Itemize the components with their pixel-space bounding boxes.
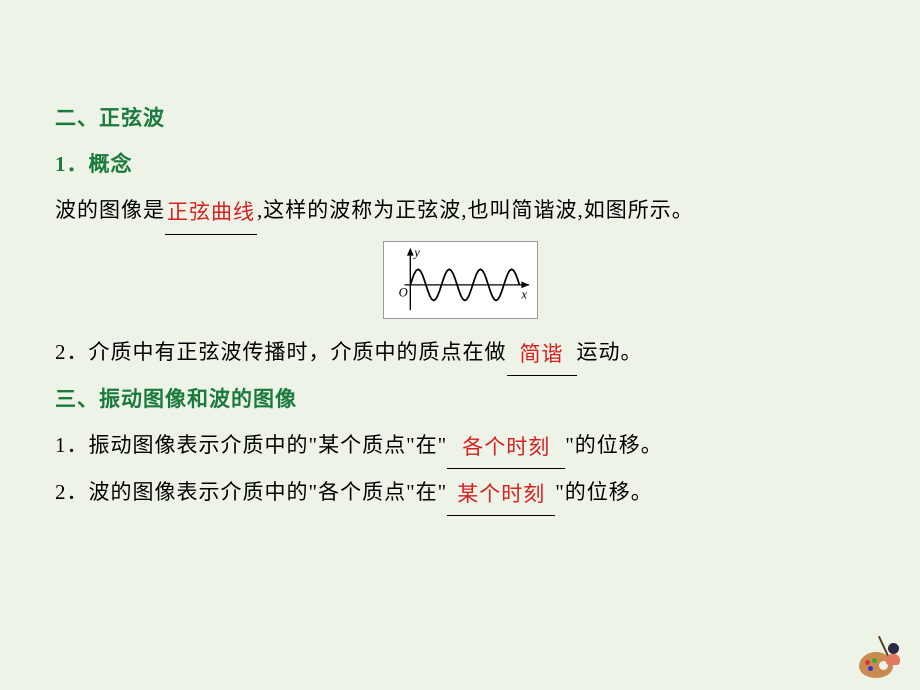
figure-body [886,654,900,665]
blank-sine-curve: 正弦曲线 [165,187,257,234]
figure-head [888,643,899,654]
blank-shm: 简谐 [507,329,577,376]
text-fragment: "的位移。 [555,480,653,504]
child-figure [884,643,902,665]
section-3-line-1: 1．振动图像表示介质中的"某个质点"在" 各个时刻 "的位移。 [55,422,865,469]
section-3-line-2: 2．波的图像表示介质中的"各个质点"在" 某个时刻 "的位移。 [55,469,865,516]
blank-certain-moment: 某个时刻 [447,469,555,516]
answer-certain-moment: 某个时刻 [457,482,545,506]
palette-dot [872,658,877,663]
answer-each-moment: 各个时刻 [462,435,550,459]
text-fragment: 运动。 [577,340,643,364]
text-fragment: 2．介质中有正弦波传播时，介质中的质点在做 [55,340,507,364]
x-label: x [520,287,527,301]
figure-bg [384,242,535,318]
section-2-sub1: 1．概念 [55,141,865,187]
palette-dot [868,666,873,671]
sine-wave-figure: y O x [383,241,538,319]
answer-sine-curve: 正弦曲线 [167,200,255,224]
blank-each-moment: 各个时刻 [447,422,565,469]
y-label: y [412,245,420,259]
section-2-line-2: 2．介质中有正弦波传播时，介质中的质点在做简谐运动。 [55,329,865,376]
text-fragment: ,这样的波称为正弦波,也叫简谐波,如图所示。 [257,198,694,222]
text-fragment: "的位移。 [565,433,663,457]
section-3-heading: 三、振动图像和波的图像 [55,376,865,422]
text-fragment: 2．波的图像表示介质中的"各个质点"在" [55,480,447,504]
section-2-line-1: 波的图像是正弦曲线,这样的波称为正弦波,也叫简谐波,如图所示。 [55,187,865,234]
corner-decoration [856,630,906,680]
text-fragment: 1．振动图像表示介质中的"某个质点"在" [55,433,447,457]
palette-dot [865,660,870,665]
origin-label: O [398,285,407,299]
section-2-heading: 二、正弦波 [55,95,865,141]
answer-shm: 简谐 [520,342,564,366]
text-fragment: 波的图像是 [55,198,165,222]
